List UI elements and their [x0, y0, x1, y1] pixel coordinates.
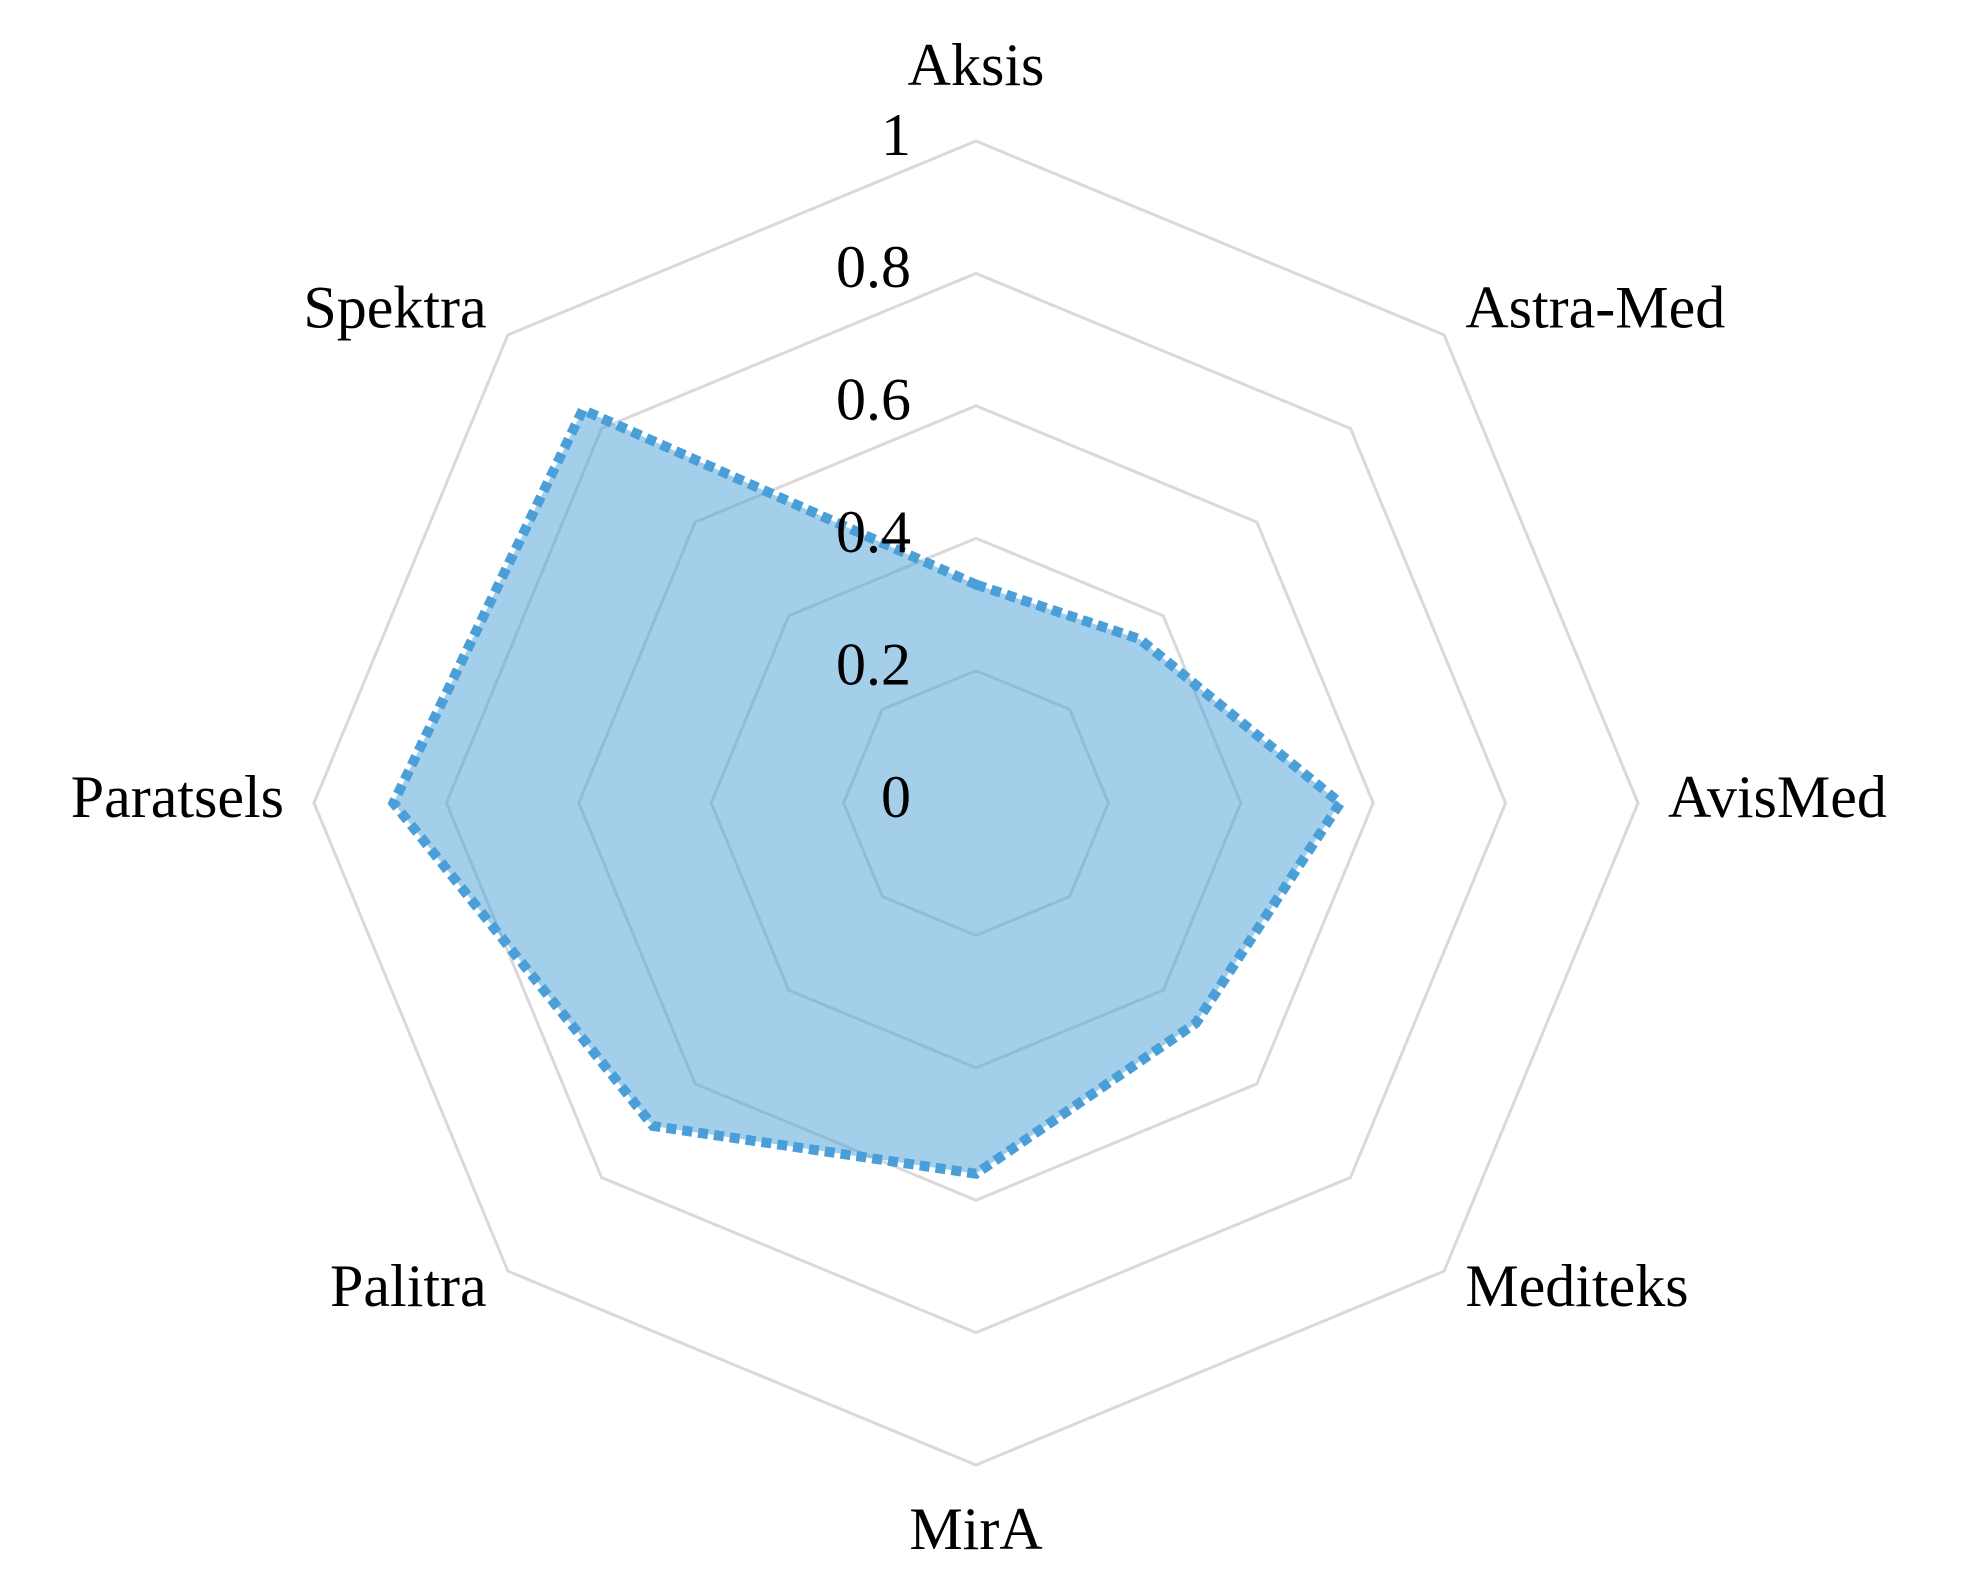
r-tick-label: 0.4	[836, 499, 911, 565]
category-label: Aksis	[908, 32, 1045, 98]
category-label: Palitra	[330, 1253, 487, 1319]
radar-area	[387, 403, 1347, 1179]
category-label: AvisMed	[1668, 764, 1887, 830]
category-label: Astra-Med	[1465, 274, 1725, 340]
category-label: Mediteks	[1465, 1253, 1688, 1319]
category-label: Spektra	[303, 274, 486, 340]
r-tick-label: 0.6	[836, 367, 911, 433]
r-tick-label: 0	[881, 764, 911, 830]
r-tick-label: 0.8	[836, 234, 911, 300]
r-tick-label: 1	[881, 102, 911, 168]
r-tick-label: 0.2	[836, 631, 911, 697]
category-label: MirA	[909, 1496, 1042, 1562]
category-label: Paratsels	[71, 764, 284, 830]
grid-ring	[312, 139, 1640, 1467]
